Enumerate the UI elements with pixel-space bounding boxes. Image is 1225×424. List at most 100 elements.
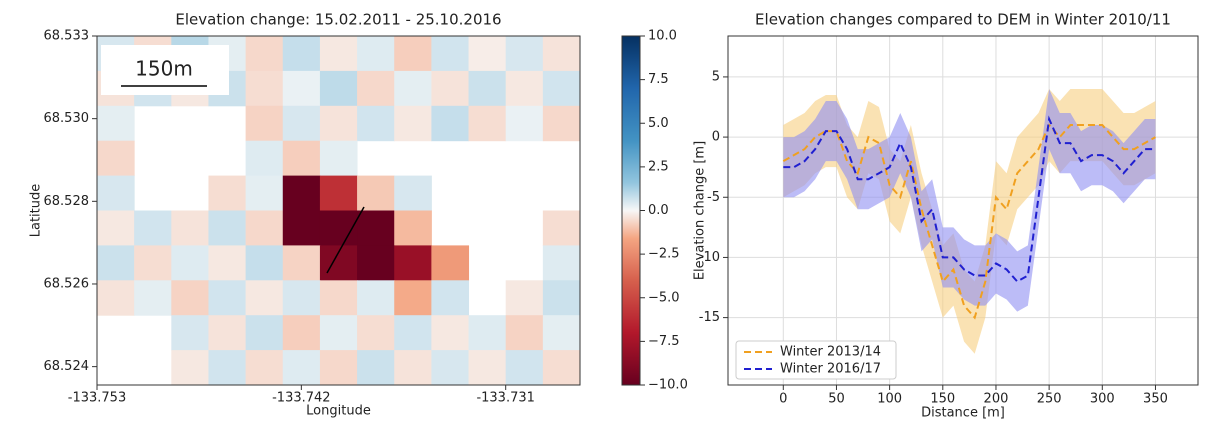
raster-cell (171, 210, 209, 246)
raster-cell (208, 175, 247, 211)
x-tick-label: -133.731 (476, 391, 534, 406)
x-tick-label: -133.742 (272, 391, 330, 406)
colorbar-tick-label: −7.5 (648, 334, 680, 349)
raster-cell (319, 175, 358, 211)
raster-cell (542, 36, 581, 72)
x-tick-label: 200 (984, 392, 1009, 407)
raster-cell (319, 315, 358, 351)
raster-cell (319, 140, 358, 177)
error-band (783, 88, 1156, 312)
raster-cell (282, 175, 321, 211)
plot-frame (727, 35, 1199, 386)
raster-cell (394, 315, 432, 351)
raster-cell (431, 105, 470, 142)
colorbar-tick-label: 7.5 (648, 72, 669, 87)
raster-cell (505, 350, 544, 386)
raster-cell (245, 105, 284, 142)
y-axis-label: Latitude (29, 184, 44, 238)
raster-cell (208, 280, 247, 316)
raster-cell (542, 210, 581, 246)
legend-label: Winter 2013/14 (780, 345, 881, 360)
y-tick-label: 5 (712, 69, 720, 84)
raster-cell (357, 245, 395, 281)
raster-cell (245, 280, 284, 316)
legend-box (735, 340, 897, 380)
raster-cell (245, 245, 284, 281)
raster-cell (468, 105, 507, 142)
raster-cell (394, 36, 432, 72)
raster-cell (245, 350, 284, 386)
raster-cell (542, 70, 581, 107)
map-panel: 150m -133.753 -133.742 -133.731 68.533 68.530… (29, 11, 688, 419)
colorbar-tick-label: 5.0 (648, 116, 669, 131)
raster-cell (431, 350, 470, 386)
raster-cell (171, 280, 209, 316)
raster-cell (97, 210, 135, 246)
y-axis-label: Elevation change [m] (693, 141, 708, 280)
raster-cell (245, 36, 284, 72)
raster-cell (431, 280, 470, 316)
raster-cell (505, 70, 544, 107)
y-tick-label: 68.524 (44, 359, 90, 374)
chart-title: Elevation change: 15.02.2011 - 25.10.201… (175, 11, 501, 29)
x-tick-label: 150 (930, 392, 955, 407)
colorbar-tick-label: −10.0 (648, 378, 688, 393)
colorbar-tick-label: −5.0 (648, 290, 680, 305)
raster-cell (171, 350, 209, 386)
raster-cell (542, 245, 581, 281)
raster-cell (468, 315, 507, 351)
raster-cell (319, 70, 358, 107)
raster-cell (357, 175, 395, 211)
x-tick-label: -133.753 (68, 391, 126, 406)
raster-cell (394, 210, 432, 246)
raster-cell (208, 350, 247, 386)
raster-cell (542, 105, 581, 142)
colorbar (621, 35, 641, 386)
x-tick-label: 250 (1037, 392, 1062, 407)
raster-cell (505, 315, 544, 351)
raster-cell (245, 70, 284, 107)
y-tick-label: 0 (712, 130, 720, 145)
colorbar-tick-label: 0.0 (648, 203, 669, 218)
raster-cell (245, 315, 284, 351)
raster-cell (542, 350, 581, 386)
series-line (782, 123, 1156, 320)
raster-cell (134, 210, 172, 246)
raster-cell (394, 175, 432, 211)
y-tick-label: -5 (707, 190, 720, 205)
x-tick-label: 50 (828, 392, 845, 407)
raster-cell (208, 245, 247, 281)
raster-cell (357, 210, 395, 246)
x-axis-label: Longitude (306, 404, 371, 419)
raster-cell (97, 280, 135, 316)
x-axis-label: Distance [m] (921, 406, 1005, 421)
legend-label: Winter 2016/17 (780, 362, 881, 377)
raster-cell (357, 350, 395, 386)
raster-cell (357, 36, 395, 72)
raster-cell (282, 140, 321, 177)
raster-cell (282, 315, 321, 351)
y-tick-label: 68.533 (44, 29, 90, 44)
raster-cell (468, 350, 507, 386)
raster-cell (134, 280, 172, 316)
colorbar-tick-label: 10.0 (648, 29, 677, 44)
raster-cell (394, 70, 432, 107)
raster-cell (282, 350, 321, 386)
raster-cell (97, 105, 135, 142)
raster-cell (394, 105, 432, 142)
y-tick-label: -15 (699, 310, 720, 325)
raster-cell (282, 105, 321, 142)
x-tick-label: 350 (1143, 392, 1168, 407)
y-tick-label: 68.530 (44, 111, 90, 126)
raster-cell (97, 245, 135, 281)
raster-cell (171, 315, 209, 351)
raster-cell (319, 36, 358, 72)
plot-frame (96, 35, 581, 386)
raster-cell (245, 140, 284, 177)
raster-cell (208, 210, 247, 246)
x-tick-label: 100 (877, 392, 902, 407)
x-tick-label: 300 (1090, 392, 1115, 407)
y-tick-label: 68.526 (44, 276, 90, 291)
raster-cell (542, 280, 581, 316)
